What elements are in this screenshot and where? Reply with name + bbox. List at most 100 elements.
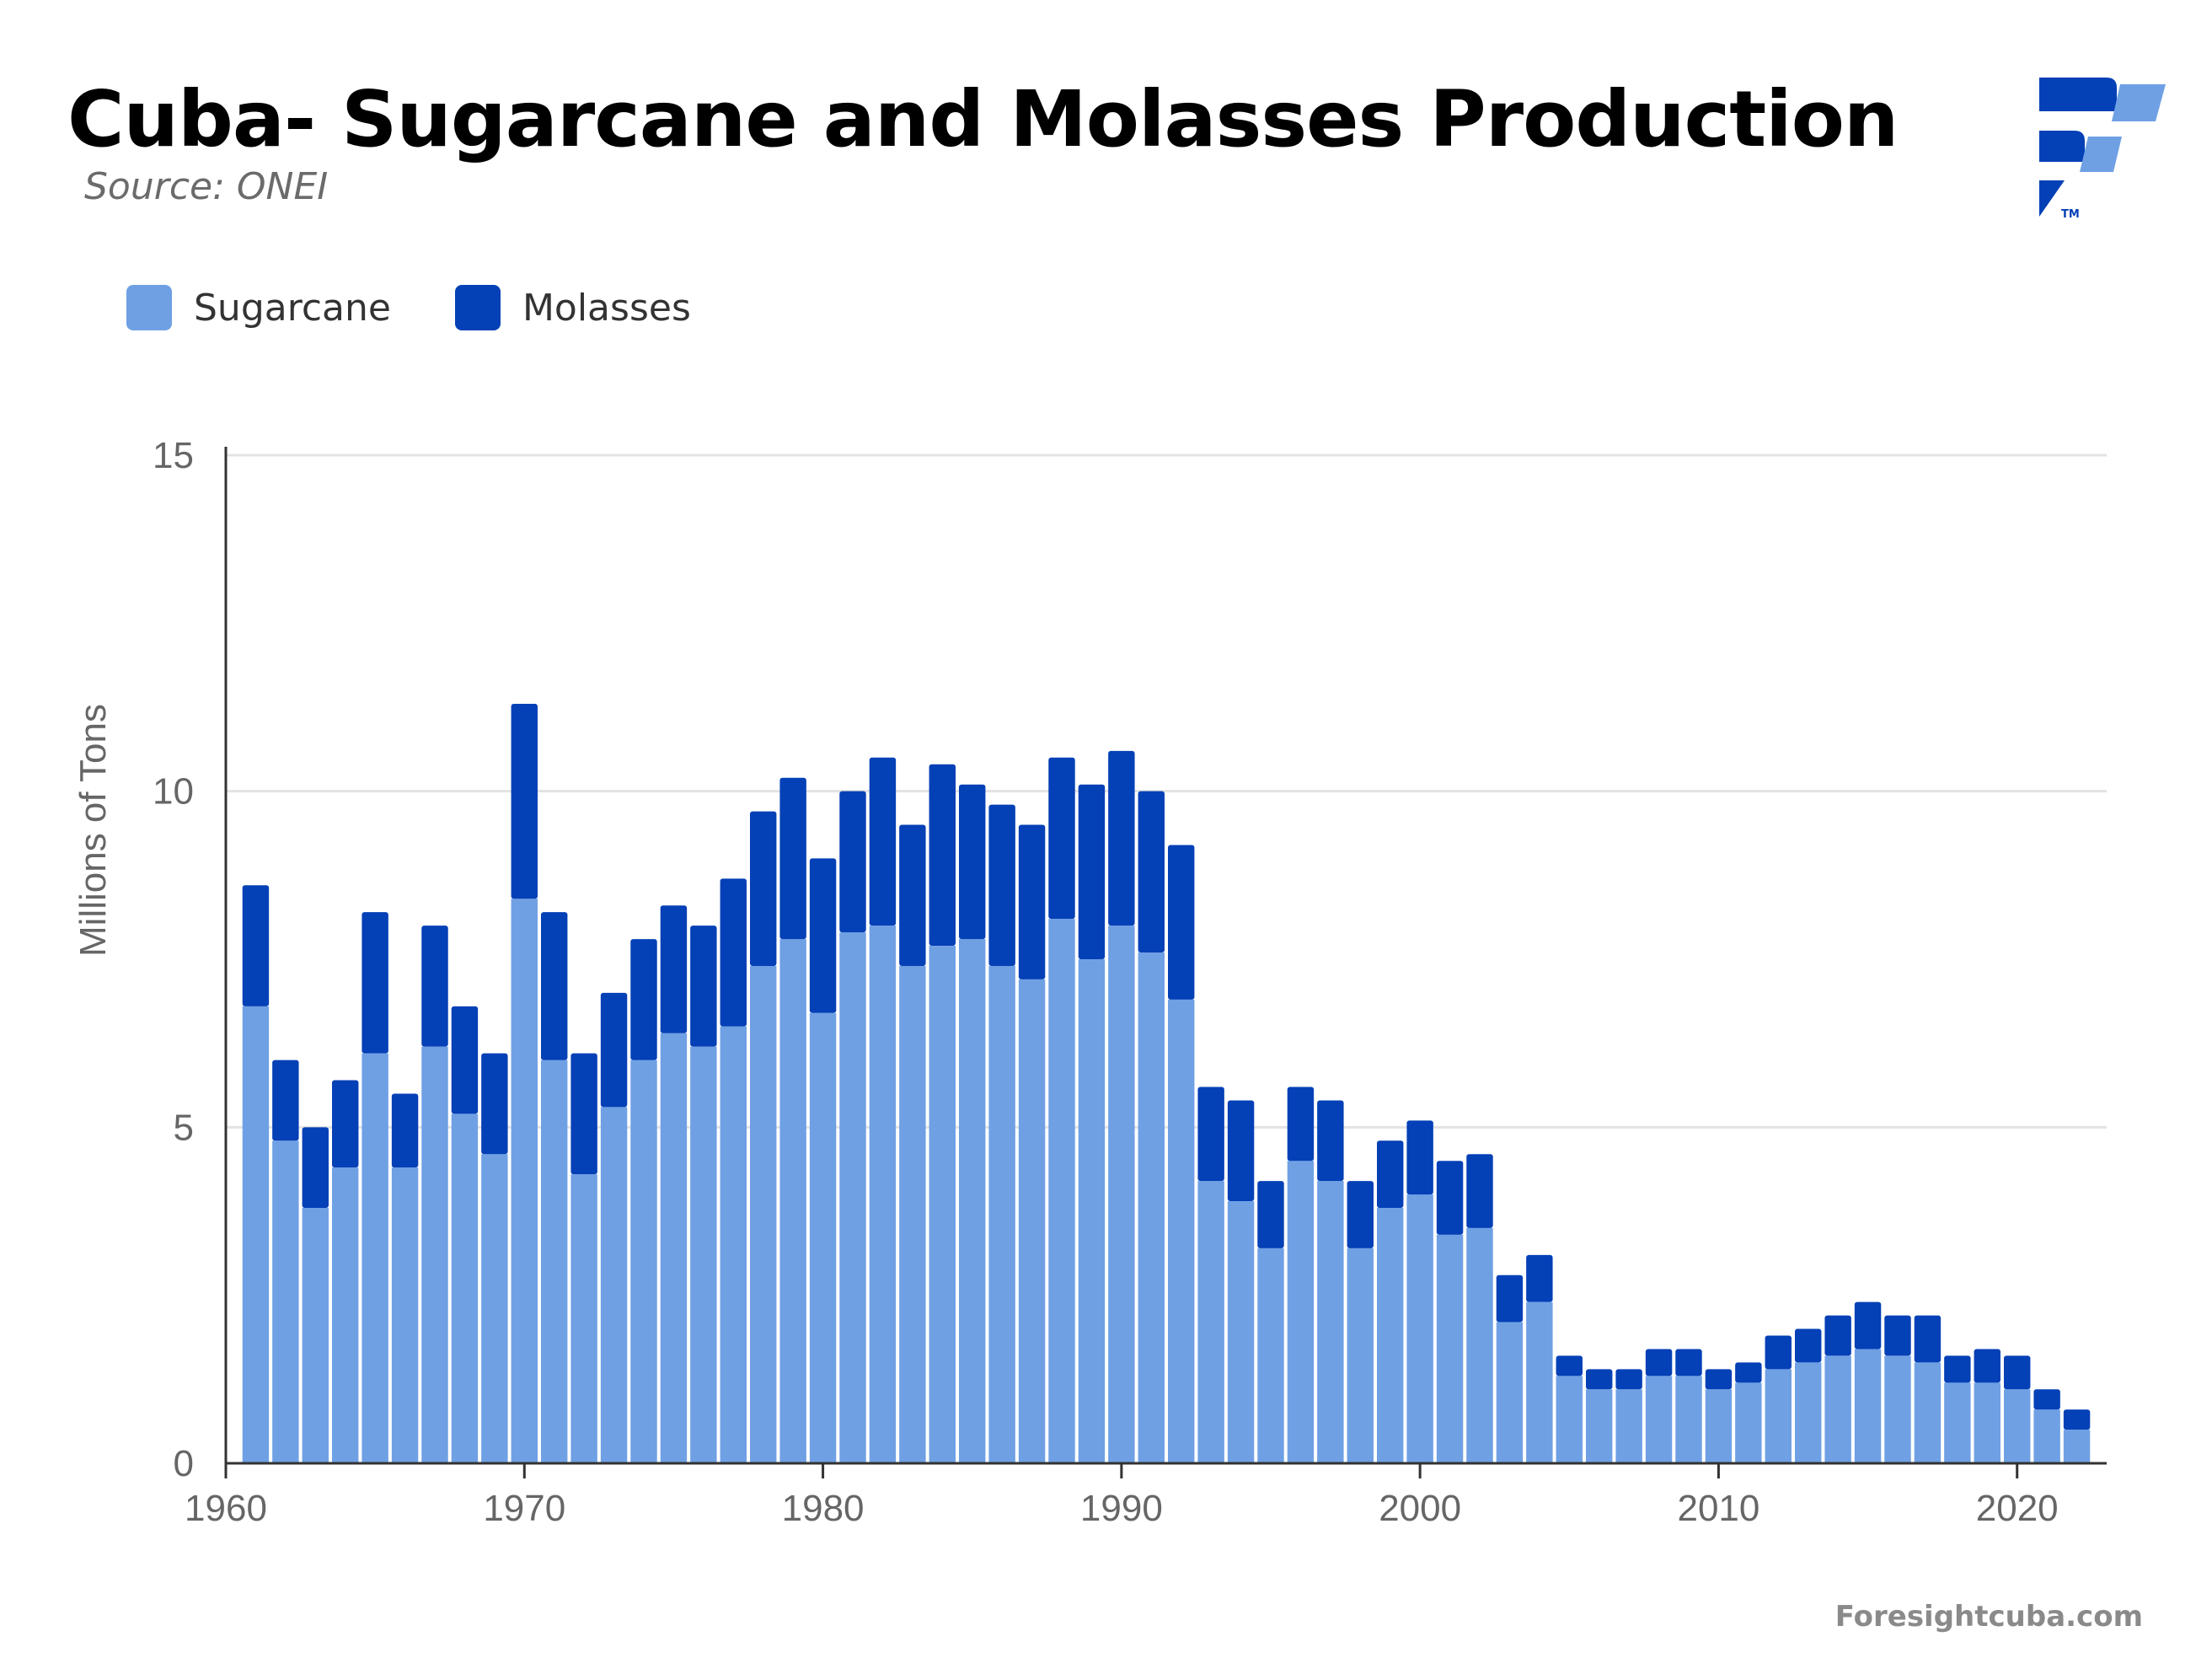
bar-sugarcane-1973[interactable] <box>600 1107 628 1463</box>
bar-sugarcane-1962[interactable] <box>272 1140 299 1463</box>
bar-sugarcane-1996[interactable] <box>1287 1161 1315 1463</box>
bar-sugarcane-1971[interactable] <box>541 1060 568 1463</box>
bar-molasses-2018[interactable] <box>1944 1355 1971 1383</box>
bar-sugarcane-1979[interactable] <box>779 939 806 1463</box>
bar-sugarcane-2018[interactable] <box>1944 1382 1971 1463</box>
bar-sugarcane-2009[interactable] <box>1675 1376 1702 1463</box>
bar-sugarcane-1991[interactable] <box>1138 952 1165 1463</box>
legend-item-molasses[interactable]: Molasses <box>454 285 691 330</box>
bar-sugarcane-1969[interactable] <box>481 1154 508 1463</box>
bar-sugarcane-1986[interactable] <box>988 965 1015 1463</box>
bar-sugarcane-1994[interactable] <box>1227 1201 1255 1463</box>
bar-molasses-1998[interactable] <box>1347 1181 1374 1248</box>
bar-molasses-2015[interactable] <box>1854 1301 1882 1349</box>
bar-molasses-2014[interactable] <box>1824 1315 1851 1356</box>
bar-molasses-2022[interactable] <box>2063 1409 2091 1430</box>
bar-molasses-2003[interactable] <box>1496 1274 1524 1323</box>
bar-sugarcane-1998[interactable] <box>1347 1248 1374 1463</box>
bar-molasses-1967[interactable] <box>421 926 448 1047</box>
bar-sugarcane-2022[interactable] <box>2063 1430 2091 1463</box>
bar-sugarcane-2016[interactable] <box>1884 1355 1911 1463</box>
bar-molasses-1999[interactable] <box>1377 1140 1404 1209</box>
bar-sugarcane-1977[interactable] <box>720 1026 747 1463</box>
bar-sugarcane-1985[interactable] <box>959 939 986 1463</box>
bar-sugarcane-1997[interactable] <box>1317 1181 1344 1463</box>
bar-sugarcane-1964[interactable] <box>332 1167 359 1463</box>
bar-molasses-1988[interactable] <box>1048 757 1075 920</box>
bar-sugarcane-1989[interactable] <box>1078 959 1106 1463</box>
bar-molasses-1964[interactable] <box>332 1080 359 1168</box>
bar-sugarcane-2021[interactable] <box>2033 1409 2060 1463</box>
bar-sugarcane-2010[interactable] <box>1705 1389 1733 1463</box>
bar-sugarcane-1983[interactable] <box>899 965 926 1463</box>
bar-molasses-1995[interactable] <box>1257 1181 1284 1248</box>
bar-sugarcane-2003[interactable] <box>1496 1322 1524 1463</box>
bar-molasses-1987[interactable] <box>1018 824 1046 979</box>
bar-molasses-2002[interactable] <box>1466 1154 1493 1228</box>
bar-sugarcane-2007[interactable] <box>1615 1389 1642 1463</box>
bar-molasses-1976[interactable] <box>690 926 717 1047</box>
bar-molasses-2012[interactable] <box>1765 1335 1792 1370</box>
bar-sugarcane-1961[interactable] <box>242 1006 270 1463</box>
bar-sugarcane-2005[interactable] <box>1556 1376 1583 1463</box>
bar-sugarcane-2006[interactable] <box>1586 1389 1613 1463</box>
bar-molasses-2000[interactable] <box>1406 1120 1433 1195</box>
bar-sugarcane-1980[interactable] <box>809 1012 837 1463</box>
bar-sugarcane-1990[interactable] <box>1108 926 1135 1463</box>
bar-molasses-2009[interactable] <box>1675 1349 1702 1376</box>
bar-molasses-1986[interactable] <box>988 804 1015 966</box>
bar-sugarcane-1992[interactable] <box>1168 999 1195 1463</box>
bar-molasses-2017[interactable] <box>1914 1315 1942 1363</box>
bar-molasses-2013[interactable] <box>1795 1328 1822 1363</box>
bar-sugarcane-1982[interactable] <box>869 926 897 1463</box>
bar-molasses-1961[interactable] <box>242 885 270 1006</box>
bar-molasses-2020[interactable] <box>2004 1355 2031 1390</box>
bar-molasses-1984[interactable] <box>929 764 956 947</box>
bar-molasses-1982[interactable] <box>869 757 897 926</box>
bar-sugarcane-2013[interactable] <box>1795 1362 1822 1463</box>
bar-sugarcane-1974[interactable] <box>630 1060 657 1463</box>
bar-molasses-1965[interactable] <box>362 912 388 1054</box>
bar-sugarcane-2020[interactable] <box>2004 1389 2031 1463</box>
bar-sugarcane-2017[interactable] <box>1914 1362 1942 1463</box>
bar-sugarcane-1967[interactable] <box>421 1046 448 1463</box>
bar-molasses-2010[interactable] <box>1705 1369 1733 1390</box>
bar-molasses-2011[interactable] <box>1735 1362 1762 1383</box>
bar-sugarcane-1968[interactable] <box>451 1113 479 1463</box>
bar-molasses-1966[interactable] <box>391 1093 419 1168</box>
bar-molasses-1993[interactable] <box>1197 1087 1224 1182</box>
bar-molasses-1983[interactable] <box>899 824 926 966</box>
bar-molasses-2006[interactable] <box>1586 1369 1613 1390</box>
bar-sugarcane-1963[interactable] <box>302 1208 329 1463</box>
bar-molasses-1968[interactable] <box>451 1006 479 1114</box>
bar-sugarcane-2015[interactable] <box>1854 1349 1882 1463</box>
bar-sugarcane-1993[interactable] <box>1197 1181 1224 1463</box>
bar-sugarcane-2008[interactable] <box>1645 1376 1673 1463</box>
bar-molasses-1985[interactable] <box>959 784 986 940</box>
bar-molasses-1963[interactable] <box>302 1127 329 1209</box>
bar-molasses-1991[interactable] <box>1138 791 1165 953</box>
bar-sugarcane-2002[interactable] <box>1466 1227 1493 1463</box>
bar-molasses-2019[interactable] <box>1974 1349 2000 1383</box>
bar-sugarcane-1965[interactable] <box>362 1053 388 1463</box>
bar-sugarcane-1972[interactable] <box>570 1174 597 1463</box>
bar-sugarcane-1981[interactable] <box>839 932 866 1463</box>
bar-molasses-1972[interactable] <box>570 1053 597 1175</box>
bar-molasses-1997[interactable] <box>1317 1100 1344 1182</box>
bar-molasses-1971[interactable] <box>541 912 568 1060</box>
bar-sugarcane-2011[interactable] <box>1735 1382 1762 1463</box>
bar-molasses-2005[interactable] <box>1556 1355 1583 1376</box>
bar-sugarcane-1995[interactable] <box>1257 1248 1284 1463</box>
bar-molasses-2001[interactable] <box>1436 1161 1464 1235</box>
bar-sugarcane-1975[interactable] <box>660 1033 688 1463</box>
bar-molasses-1979[interactable] <box>779 777 806 940</box>
bar-molasses-2007[interactable] <box>1615 1369 1642 1390</box>
bar-sugarcane-1976[interactable] <box>690 1046 717 1463</box>
bar-molasses-1974[interactable] <box>630 939 657 1060</box>
bar-sugarcane-1984[interactable] <box>929 946 956 1463</box>
bar-molasses-2008[interactable] <box>1645 1349 1673 1376</box>
bar-sugarcane-1999[interactable] <box>1377 1208 1404 1463</box>
bar-molasses-1990[interactable] <box>1108 750 1135 926</box>
bar-sugarcane-1988[interactable] <box>1048 919 1075 1463</box>
bar-molasses-1989[interactable] <box>1078 784 1106 959</box>
